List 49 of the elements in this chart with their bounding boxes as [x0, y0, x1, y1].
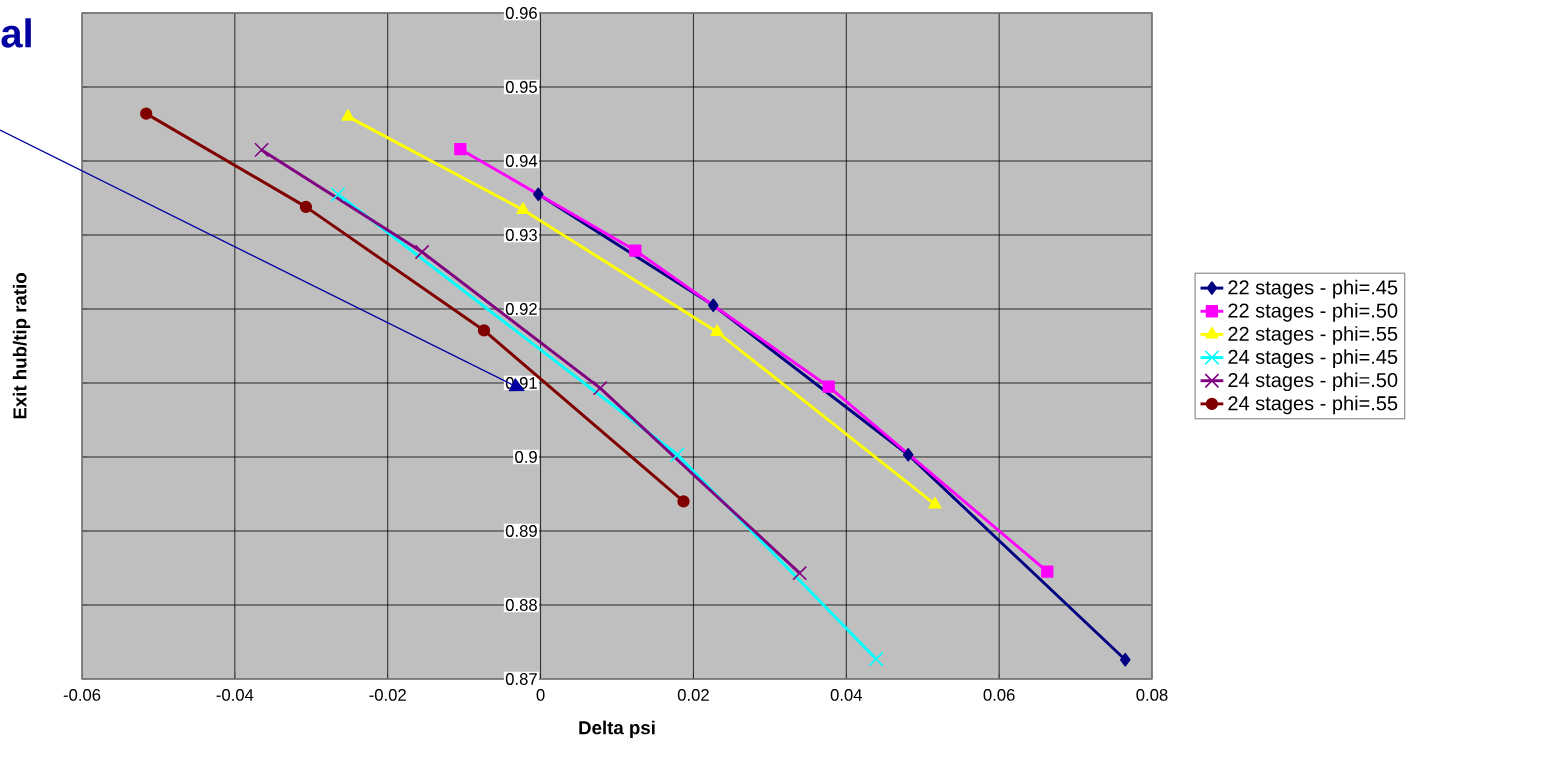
legend-label: 24 stages - phi=.45 — [1228, 349, 1398, 368]
y-tick-label: 0.9 — [515, 451, 537, 463]
point — [792, 565, 808, 581]
point — [902, 447, 914, 462]
legend-label: 22 stages - phi=.55 — [1228, 326, 1398, 345]
legend-label: 22 stages - phi=.50 — [1228, 303, 1398, 322]
point — [330, 186, 346, 202]
point — [516, 202, 530, 214]
point — [669, 447, 685, 463]
point — [708, 298, 719, 313]
point — [341, 109, 355, 121]
y-tick-label: 0.95 — [505, 81, 537, 93]
x-tick-label: -0.06 — [63, 689, 101, 701]
y-axis-title: Exit hub/tip ratio — [12, 273, 31, 419]
point — [1041, 565, 1054, 578]
point — [822, 380, 835, 393]
point — [299, 200, 313, 214]
x-tick-label: 0.02 — [677, 689, 709, 701]
y-tick-label: 0.92 — [505, 303, 537, 315]
point — [140, 107, 153, 120]
point — [868, 651, 884, 667]
y-tick-label: 0.93 — [505, 229, 537, 241]
y-tick-label: 0.87 — [505, 673, 537, 685]
x-axis-title: Delta psi — [579, 720, 655, 739]
y-tick-label: 0.94 — [505, 155, 538, 167]
text: al — [1, 18, 31, 48]
x-tick-label: -0.04 — [216, 689, 254, 701]
y-tick-label: 0.89 — [505, 525, 537, 537]
point — [928, 496, 942, 509]
point — [477, 324, 491, 337]
point — [414, 244, 430, 260]
x-tick-label: 0 — [536, 689, 545, 701]
legend-label: 22 stages - phi=.45 — [1228, 279, 1398, 299]
x-tick-label: 0.08 — [1136, 689, 1168, 701]
point — [677, 495, 690, 508]
point — [592, 380, 608, 396]
x-tick-label: 0.04 — [830, 689, 863, 701]
legend-label: 24 stages - phi=.55 — [1228, 395, 1398, 415]
point — [254, 142, 270, 158]
point — [629, 244, 642, 257]
point — [532, 187, 544, 202]
x-tick-label: 0.06 — [983, 689, 1015, 701]
point — [454, 143, 467, 156]
y-tick-label: 0.88 — [505, 599, 537, 611]
point — [1119, 652, 1131, 667]
legend-label: 24 stages - phi=.50 — [1228, 372, 1398, 392]
x-tick-label: -0.02 — [369, 689, 406, 701]
y-tick-label: 0.96 — [505, 7, 537, 19]
point — [710, 324, 724, 337]
